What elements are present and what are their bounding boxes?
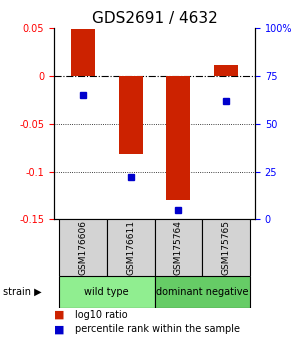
- Text: percentile rank within the sample: percentile rank within the sample: [75, 324, 240, 334]
- Text: GSM176611: GSM176611: [126, 220, 135, 275]
- Text: GSM176606: GSM176606: [78, 220, 87, 275]
- Text: GSM175765: GSM175765: [222, 220, 231, 275]
- Bar: [214, 65, 238, 76]
- Text: ■: ■: [54, 324, 64, 334]
- FancyBboxPatch shape: [59, 219, 106, 276]
- Bar: [118, 76, 142, 154]
- FancyBboxPatch shape: [154, 276, 250, 308]
- FancyBboxPatch shape: [202, 219, 250, 276]
- Text: strain ▶: strain ▶: [3, 287, 42, 297]
- Text: dominant negative: dominant negative: [156, 287, 249, 297]
- FancyBboxPatch shape: [154, 219, 202, 276]
- Text: wild type: wild type: [84, 287, 129, 297]
- Text: GSM175764: GSM175764: [174, 220, 183, 275]
- Bar: [167, 76, 191, 200]
- Text: ■: ■: [54, 310, 64, 320]
- Title: GDS2691 / 4632: GDS2691 / 4632: [92, 11, 218, 26]
- FancyBboxPatch shape: [106, 219, 154, 276]
- Text: log10 ratio: log10 ratio: [75, 310, 128, 320]
- Bar: [71, 29, 95, 76]
- FancyBboxPatch shape: [59, 276, 154, 308]
